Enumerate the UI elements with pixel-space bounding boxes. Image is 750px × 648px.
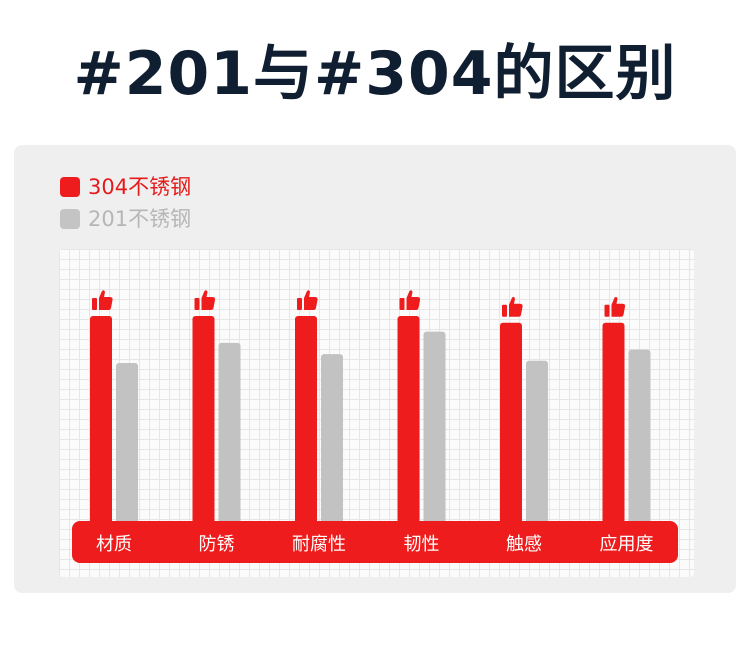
- bar-201-3: [423, 331, 446, 540]
- thumbs-up-icon: [194, 290, 216, 310]
- thumbs-up-icon: [297, 290, 318, 310]
- legend-swatch-304: [60, 177, 80, 197]
- bar-201-0: [116, 363, 138, 540]
- legend-label-201: 201不锈钢: [88, 207, 192, 231]
- category-label-0: 材质: [96, 534, 132, 555]
- legend-label-304: 304不锈钢: [88, 175, 192, 199]
- category-label-1: 防锈: [199, 534, 235, 555]
- bar-304-1: [192, 316, 215, 540]
- bar-304-4: [500, 322, 522, 540]
- bar-304-5: [602, 322, 625, 540]
- thumbs-up-icon: [399, 290, 421, 310]
- bar-201-2: [321, 354, 343, 540]
- bar-304-3: [397, 316, 420, 540]
- category-label-4: 触感: [506, 534, 542, 555]
- bar-201-5: [628, 349, 651, 540]
- thumbs-up-icon: [502, 296, 523, 317]
- bar-201-1: [218, 342, 241, 540]
- legend-item-201: 201不锈钢: [60, 206, 191, 232]
- bar-304-2: [295, 316, 317, 540]
- category-label-2: 耐腐性: [292, 534, 346, 555]
- category-label-3: 韧性: [404, 534, 440, 555]
- category-band: [72, 521, 678, 563]
- legend-swatch-201: [60, 209, 80, 229]
- bar-201-4: [526, 360, 548, 540]
- category-label-5: 应用度: [600, 534, 654, 555]
- legend-item-304: 304不锈钢: [60, 174, 191, 200]
- bar-304-0: [90, 316, 112, 540]
- thumbs-up-icon: [604, 296, 626, 317]
- thumbs-up-icon: [92, 290, 113, 310]
- page-title: #201与#304的区别: [73, 39, 677, 109]
